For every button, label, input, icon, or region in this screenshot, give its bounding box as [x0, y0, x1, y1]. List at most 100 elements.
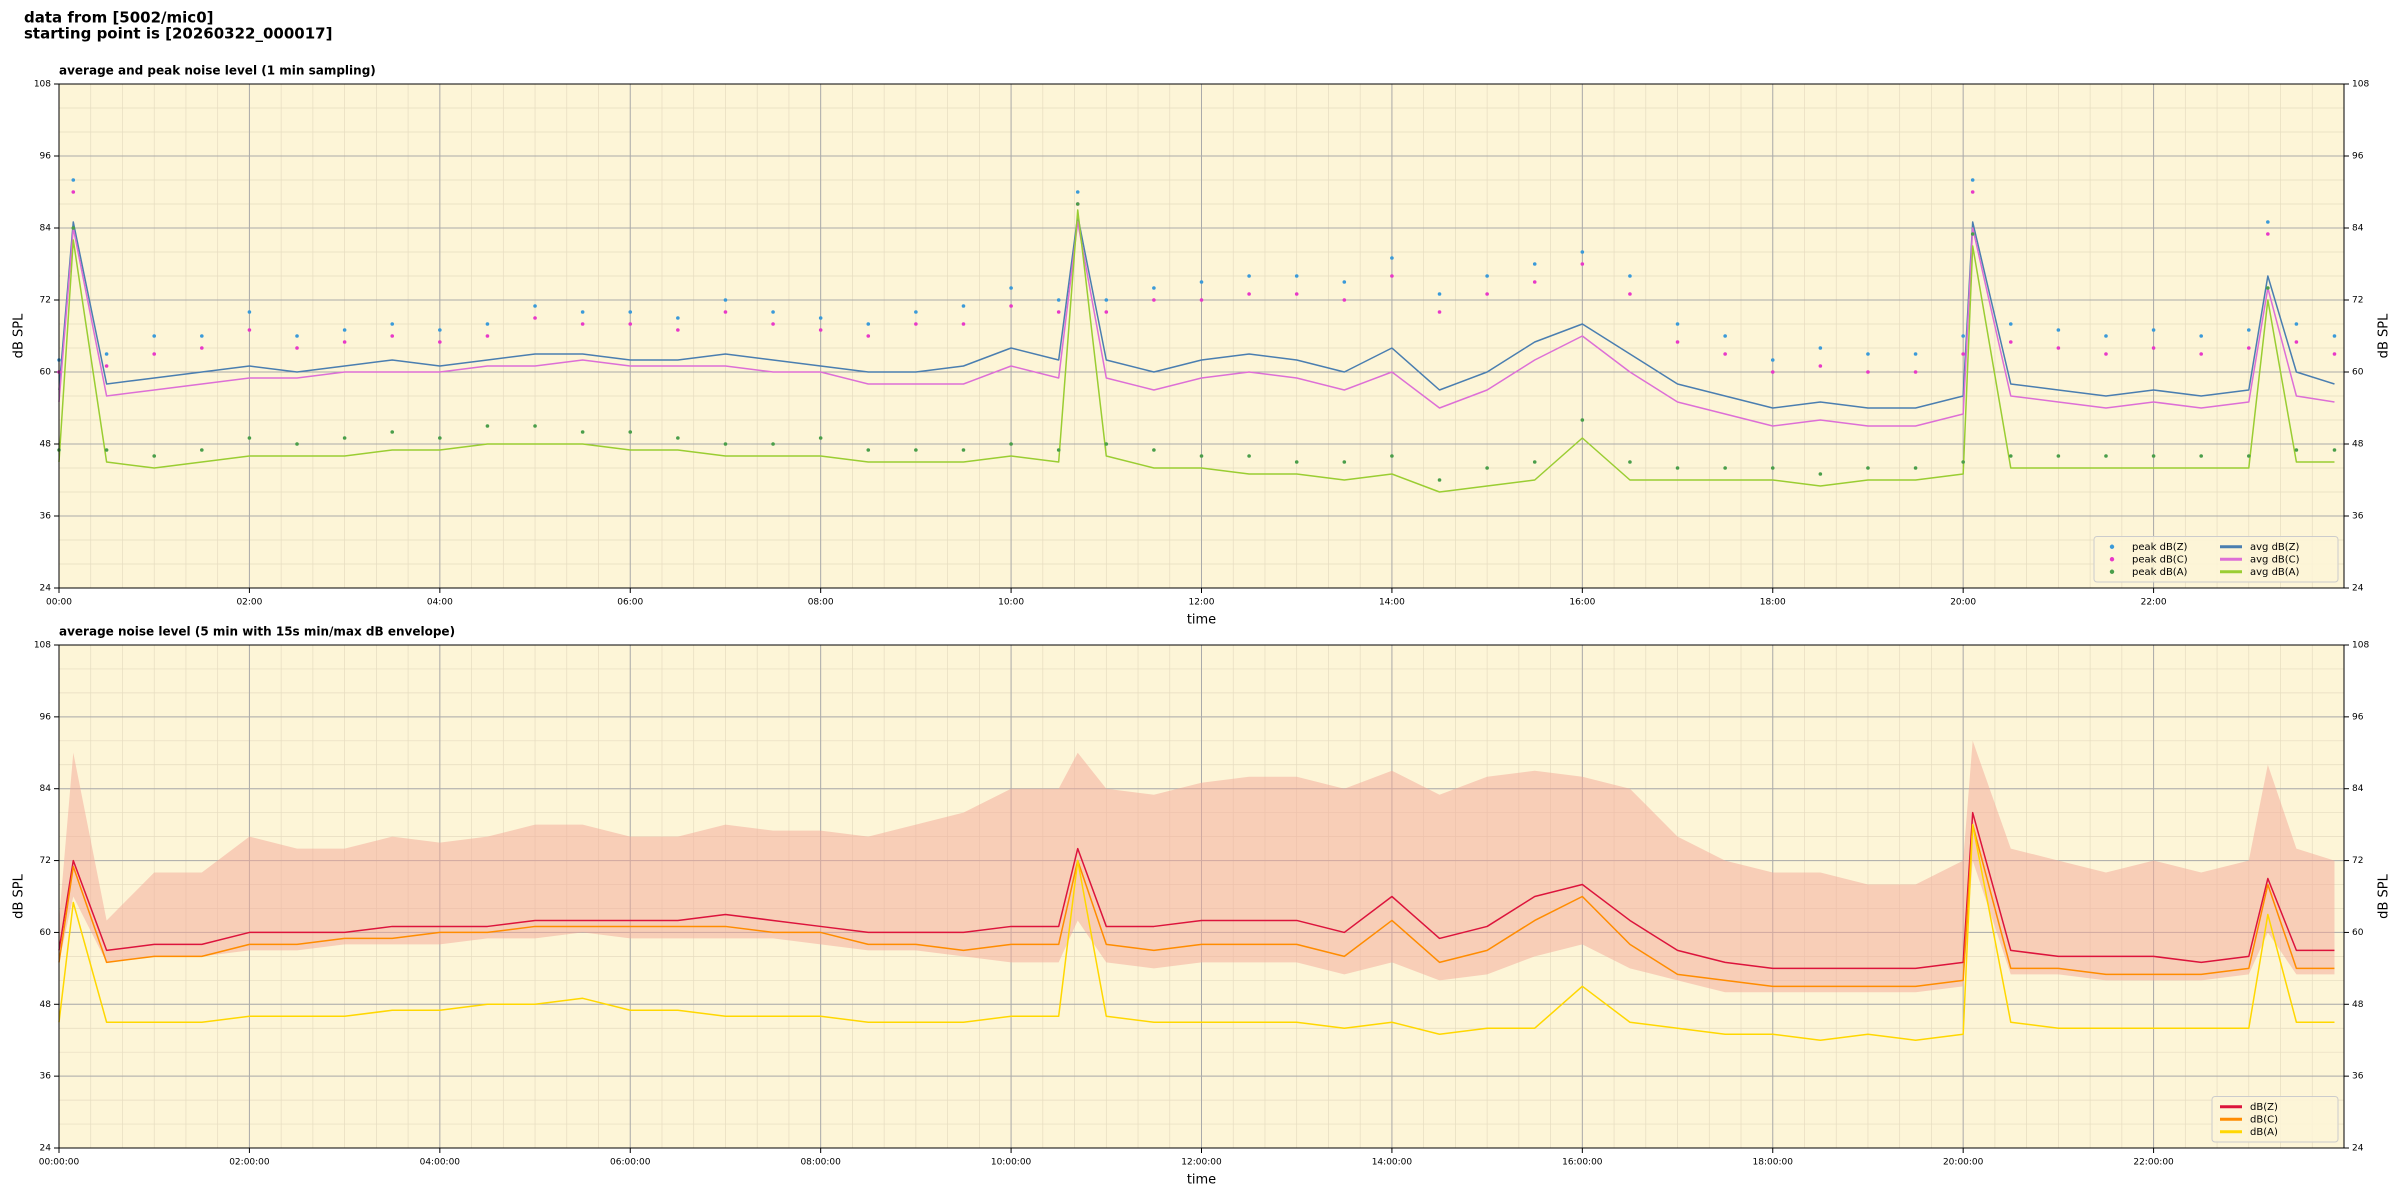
peak-point [1485, 292, 1489, 296]
peak-point [1437, 292, 1442, 296]
peak-point [533, 316, 537, 320]
peak-point [723, 442, 728, 446]
peak-point [1866, 352, 1870, 356]
peak-point [1675, 466, 1680, 470]
x-tick-label: 00:00:00 [39, 1158, 80, 1168]
peak-point [2332, 352, 2337, 356]
legend-label: avg dB(C) [2250, 554, 2300, 565]
x-tick-label: 02:00:00 [229, 1158, 270, 1168]
peak-point [1485, 274, 1489, 278]
peak-point [866, 448, 871, 452]
peak-point [2294, 340, 2299, 344]
peak-point [1970, 190, 1975, 194]
peak-point [1913, 466, 1918, 470]
peak-point [818, 436, 823, 440]
peak-point [1390, 454, 1394, 458]
x-tick-label: 22:00:00 [2133, 1158, 2174, 1168]
legend-label: avg dB(A) [2250, 567, 2300, 578]
y-tick-label: 96 [40, 712, 52, 722]
peak-point [1199, 298, 1204, 302]
x-tick-label: 14:00:00 [1372, 1158, 1413, 1168]
x-tick-label: 00:00 [46, 598, 72, 608]
peak-point [390, 322, 395, 326]
peak-point [71, 226, 76, 230]
peak-point [1104, 442, 1109, 446]
peak-point [1342, 460, 1347, 464]
x-tick-label: 20:00:00 [1943, 1158, 1984, 1168]
x-axis-label: time [1187, 1173, 1216, 1188]
peak-point [1152, 298, 1156, 302]
peak-point [1770, 370, 1775, 374]
peak-point [71, 190, 76, 194]
legend-label: dB(A) [2250, 1127, 2278, 1138]
peak-point [2246, 328, 2251, 332]
peak-point [676, 316, 680, 320]
x-tick-label: 20:00 [1950, 598, 1976, 608]
legend-label: peak dB(Z) [2132, 542, 2188, 553]
peak-point [628, 430, 633, 434]
peak-point [1580, 418, 1585, 422]
x-tick-label: 06:00 [617, 598, 643, 608]
peak-point [1104, 298, 1109, 302]
legend-box [2093, 536, 2339, 583]
y-tick-label: 96 [40, 152, 52, 162]
peak-point [914, 310, 918, 314]
peak-point [1342, 280, 1347, 284]
peak-point [1628, 292, 1632, 296]
peak-point [200, 334, 204, 338]
y2-tick-label: 84 [2352, 224, 2364, 234]
peak-point [485, 322, 490, 326]
peak-point [390, 430, 395, 434]
chart-title: average noise level (5 min with 15s min/… [59, 625, 455, 639]
peak-point [247, 310, 252, 314]
peak-point [1818, 346, 1823, 350]
x-tick-label: 10:00:00 [991, 1158, 1032, 1168]
peak-point [1009, 442, 1013, 446]
peak-point [533, 424, 537, 428]
y2-axis-label: dB SPL [2377, 873, 2392, 918]
peak-point [771, 442, 775, 446]
peak-point [438, 340, 442, 344]
y2-tick-label: 72 [2352, 856, 2363, 866]
peak-point [1152, 448, 1156, 452]
peak-point [676, 436, 680, 440]
peak-point [247, 436, 252, 440]
plot-frame [58, 83, 2345, 589]
peak-point [2294, 448, 2299, 452]
plot-frame [58, 644, 2345, 1149]
peak-point [1770, 466, 1775, 470]
y2-tick-label: 24 [2352, 584, 2364, 594]
peak-point [580, 322, 585, 326]
peak-point [1770, 358, 1775, 362]
legend-marker [2109, 569, 2115, 574]
peak-point [2246, 454, 2251, 458]
peak-point [2104, 352, 2108, 356]
peak-point [914, 322, 918, 326]
peak-point [1818, 472, 1823, 476]
x-tick-label: 18:00 [1760, 598, 1786, 608]
peak-point [1675, 322, 1680, 326]
peak-point [1970, 232, 1975, 236]
y-tick-label: 72 [40, 296, 51, 306]
y2-tick-label: 96 [2352, 152, 2364, 162]
envelope-band [59, 740, 2335, 993]
peak-point [2199, 352, 2203, 356]
peak-point [438, 328, 442, 332]
x-tick-label: 12:00:00 [1181, 1158, 1222, 1168]
peak-point [1532, 262, 1537, 266]
peak-point [1532, 460, 1537, 464]
y-tick-label: 24 [40, 584, 52, 594]
y-tick-label: 36 [40, 1072, 52, 1082]
peak-point [628, 310, 633, 314]
peak-point [961, 304, 966, 308]
chart-title: average and peak noise level (1 min samp… [59, 64, 376, 78]
peak-point [2008, 454, 2013, 458]
peak-point [2332, 334, 2337, 338]
peak-point [71, 178, 76, 182]
peak-point [1961, 460, 1965, 464]
x-tick-label: 06:00:00 [610, 1158, 651, 1168]
peak-point [485, 334, 490, 338]
peak-point [1437, 478, 1442, 482]
x-tick-label: 16:00:00 [1562, 1158, 1603, 1168]
